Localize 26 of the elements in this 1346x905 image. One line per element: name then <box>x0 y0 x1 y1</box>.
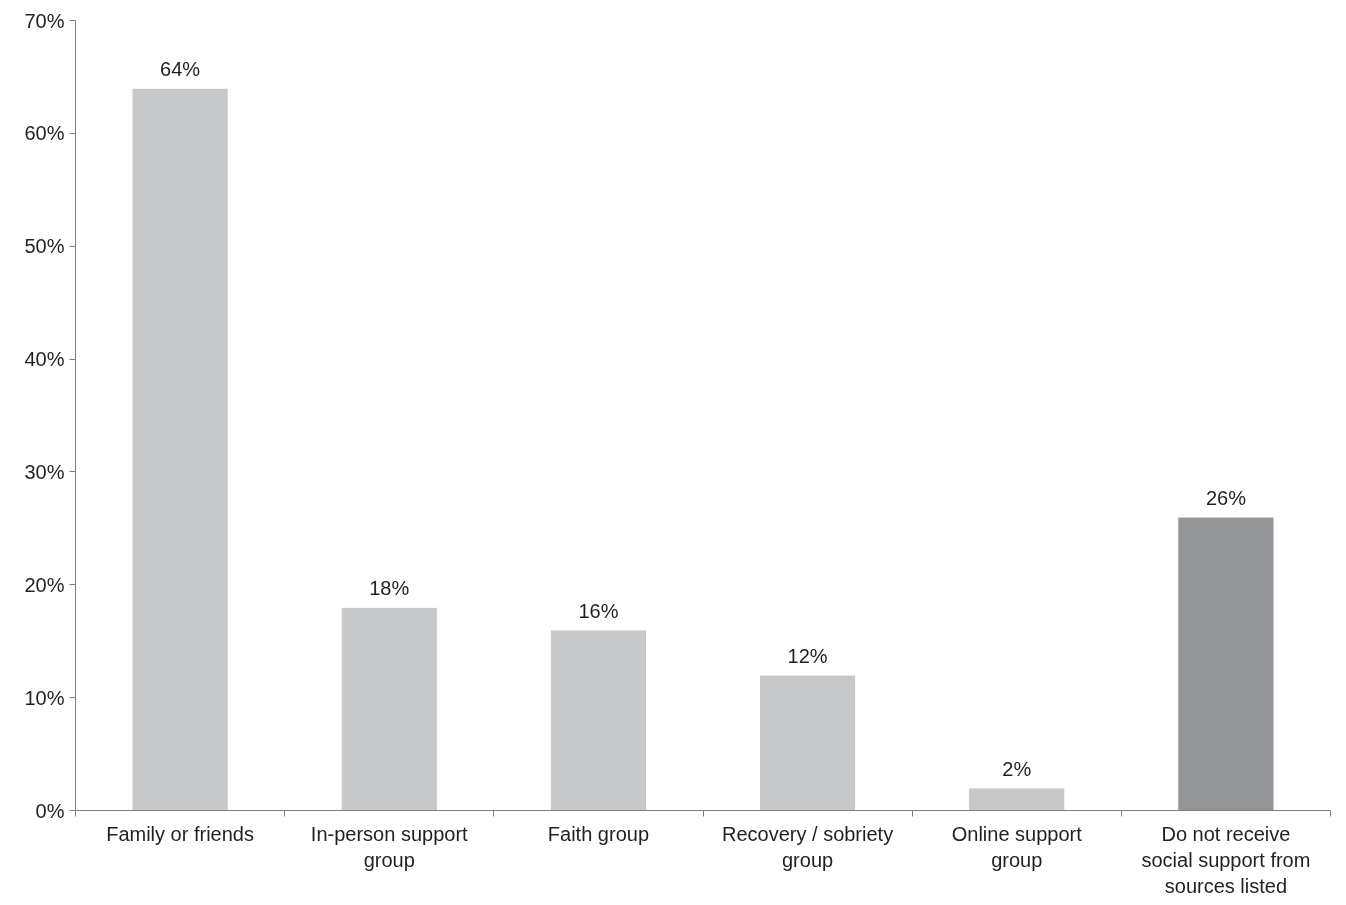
bar <box>131 87 229 811</box>
data-label: 12% <box>787 645 828 668</box>
y-tick-label: 10% <box>24 686 65 709</box>
data-label: 18% <box>369 577 410 600</box>
data-label: 16% <box>578 599 619 622</box>
y-tick-label: 30% <box>24 460 65 483</box>
x-tick-label: Faith group <box>547 822 649 845</box>
y-tick-label: 40% <box>24 348 65 371</box>
x-tick-label: Family or friends <box>106 822 254 845</box>
data-label: 26% <box>1205 487 1247 510</box>
bar <box>549 629 648 811</box>
x-tick-label: Online support group <box>951 822 1083 871</box>
data-label: 2% <box>1002 757 1032 780</box>
bar <box>968 787 1066 811</box>
bar <box>1177 516 1275 811</box>
y-tick-label: 60% <box>24 122 65 145</box>
data-label: 64% <box>160 58 201 81</box>
y-tick-label: 0% <box>35 799 65 822</box>
x-tick-label: Recovery / sobriety group <box>722 822 894 871</box>
x-tick-label: In-person support group <box>310 822 469 871</box>
y-tick-label: 50% <box>24 235 65 258</box>
bar <box>758 674 857 811</box>
x-tick-label: Do not receive social support from sources listed <box>1141 822 1311 898</box>
bar <box>340 606 438 811</box>
y-tick-label: 20% <box>24 573 65 596</box>
y-tick-label: 70% <box>24 9 65 32</box>
